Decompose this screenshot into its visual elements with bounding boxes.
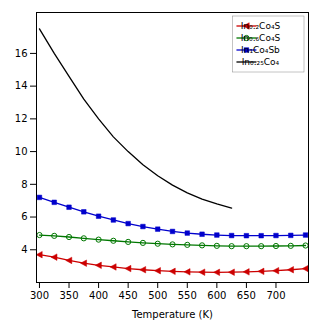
svg-text:550: 550 [178,290,197,301]
svg-text:Temperature (K): Temperature (K) [131,309,213,320]
svg-text:300: 300 [30,290,49,301]
svg-text:450: 450 [119,290,138,301]
svg-text:12: 12 [15,113,28,124]
svg-text:400: 400 [89,290,108,301]
svg-text:14: 14 [15,80,28,91]
svg-text:500: 500 [148,290,167,301]
svg-text:In₀.₂Co₄S: In₀.₂Co₄S [241,21,281,31]
svg-text:650: 650 [237,290,256,301]
svg-text:4: 4 [21,244,27,255]
svg-text:8: 8 [21,179,27,190]
svg-text:In₁Co₄Sb: In₁Co₄Sb [241,45,280,55]
svg-text:600: 600 [207,290,226,301]
svg-text:700: 700 [266,290,285,301]
svg-text:In₀.₆Co₄S: In₀.₆Co₄S [241,33,281,43]
svg-text:350: 350 [59,290,78,301]
svg-text:10: 10 [15,146,28,157]
svg-text:16: 16 [15,48,28,59]
svg-text:In₀.₂₅Co₄: In₀.₂₅Co₄ [242,57,280,67]
svg-text:6: 6 [21,211,27,222]
